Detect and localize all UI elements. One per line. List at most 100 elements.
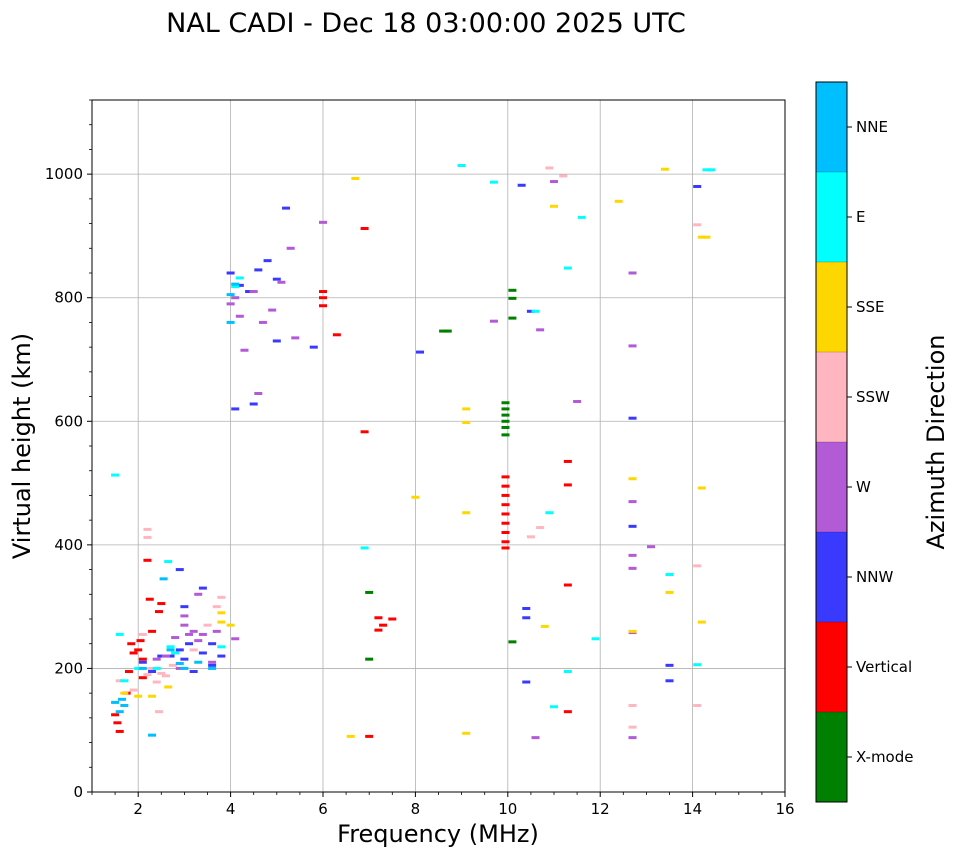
point-vertical bbox=[319, 290, 327, 294]
point-vertical bbox=[563, 710, 572, 714]
point-nnw bbox=[226, 271, 235, 275]
point-vertical bbox=[134, 648, 143, 652]
point-vertical bbox=[374, 628, 383, 632]
point-e bbox=[545, 511, 554, 515]
point-vertical bbox=[388, 617, 397, 621]
point-ssw bbox=[693, 223, 702, 227]
point-vertical bbox=[154, 610, 163, 614]
point-w bbox=[628, 553, 637, 557]
point-sse bbox=[660, 167, 669, 171]
point-vertical bbox=[127, 642, 136, 646]
point-nnw bbox=[522, 680, 531, 684]
colorbar-w-swatch bbox=[816, 442, 847, 532]
point-w bbox=[226, 302, 235, 306]
point-e bbox=[120, 679, 129, 683]
point-vertical bbox=[319, 304, 327, 308]
point-w bbox=[258, 320, 267, 324]
point-sse bbox=[134, 694, 143, 698]
point-vertical bbox=[148, 629, 157, 633]
point-nnw bbox=[526, 309, 535, 313]
x-tick-label: 6 bbox=[318, 800, 328, 818]
point-w bbox=[240, 348, 249, 352]
colorbar-vertical-label: Vertical bbox=[856, 658, 912, 676]
point-e bbox=[231, 285, 240, 289]
point-ssw bbox=[143, 527, 152, 531]
point-nnw bbox=[138, 660, 147, 664]
point-x-mode bbox=[443, 329, 452, 333]
x-tick-label: 12 bbox=[591, 800, 610, 818]
point-vertical bbox=[319, 296, 327, 300]
point-x-mode bbox=[501, 419, 510, 423]
point-w bbox=[212, 629, 221, 633]
point-w bbox=[175, 666, 184, 670]
point-w bbox=[319, 220, 327, 224]
point-sse bbox=[697, 620, 706, 624]
colorbar-nne-label: NNE bbox=[856, 118, 888, 136]
point-x-mode bbox=[365, 657, 374, 661]
point-e bbox=[164, 560, 173, 564]
point-nnw bbox=[254, 268, 263, 272]
point-w bbox=[235, 314, 244, 318]
point-sse bbox=[697, 486, 706, 490]
point-w bbox=[628, 271, 637, 275]
point-nne bbox=[175, 661, 184, 665]
point-w bbox=[489, 319, 498, 323]
point-nne bbox=[111, 700, 120, 704]
point-e bbox=[489, 180, 498, 184]
x-tick-label: 2 bbox=[133, 800, 143, 818]
point-e bbox=[217, 645, 226, 649]
point-x-mode bbox=[508, 288, 517, 292]
point-nnw bbox=[272, 277, 281, 281]
point-ssw bbox=[143, 673, 152, 677]
point-e bbox=[235, 276, 244, 280]
colorbar-nne-swatch bbox=[816, 82, 847, 172]
point-x-mode bbox=[508, 640, 517, 644]
point-x-mode bbox=[508, 316, 517, 320]
point-sse bbox=[550, 204, 558, 208]
point-nnw bbox=[309, 345, 318, 349]
point-ssw bbox=[168, 663, 177, 667]
point-nnw bbox=[189, 670, 198, 674]
point-ssw bbox=[559, 174, 568, 178]
point-w bbox=[208, 660, 217, 664]
point-w bbox=[550, 180, 558, 184]
point-nnw bbox=[157, 654, 166, 658]
point-e bbox=[457, 163, 466, 167]
colorbar-sse-label: SSE bbox=[856, 298, 885, 316]
point-vertical bbox=[138, 676, 147, 680]
point-e bbox=[115, 632, 124, 636]
point-w bbox=[161, 654, 170, 658]
point-sse bbox=[346, 734, 355, 738]
point-nnw bbox=[665, 663, 674, 667]
point-x-mode bbox=[501, 407, 510, 411]
x-tick-label: 16 bbox=[775, 800, 794, 818]
point-vertical bbox=[501, 546, 510, 550]
point-ssw bbox=[212, 605, 221, 609]
point-nnw bbox=[263, 259, 272, 263]
point-ssw bbox=[161, 674, 170, 678]
point-e bbox=[360, 546, 369, 550]
point-nne bbox=[180, 666, 189, 670]
point-nnw bbox=[235, 283, 244, 287]
point-sse bbox=[462, 407, 471, 411]
point-w bbox=[536, 328, 545, 332]
point-w bbox=[286, 246, 295, 250]
point-e bbox=[111, 473, 120, 477]
point-ssw bbox=[693, 564, 702, 568]
colorbar-nnw-label: NNW bbox=[856, 568, 893, 586]
point-w bbox=[531, 736, 540, 740]
point-sse bbox=[614, 199, 623, 203]
y-tick-label: 1000 bbox=[45, 165, 83, 183]
point-sse bbox=[226, 623, 235, 627]
point-e bbox=[550, 705, 558, 709]
point-nnw bbox=[148, 670, 157, 674]
colorbar-e-label: E bbox=[856, 208, 865, 226]
point-nnw bbox=[628, 416, 637, 420]
point-vertical bbox=[129, 651, 138, 655]
point-vertical bbox=[501, 521, 510, 525]
point-ssw bbox=[693, 704, 702, 707]
point-vertical bbox=[332, 333, 341, 337]
point-nnw bbox=[208, 663, 217, 667]
point-sse bbox=[120, 691, 129, 695]
point-w bbox=[291, 336, 300, 340]
